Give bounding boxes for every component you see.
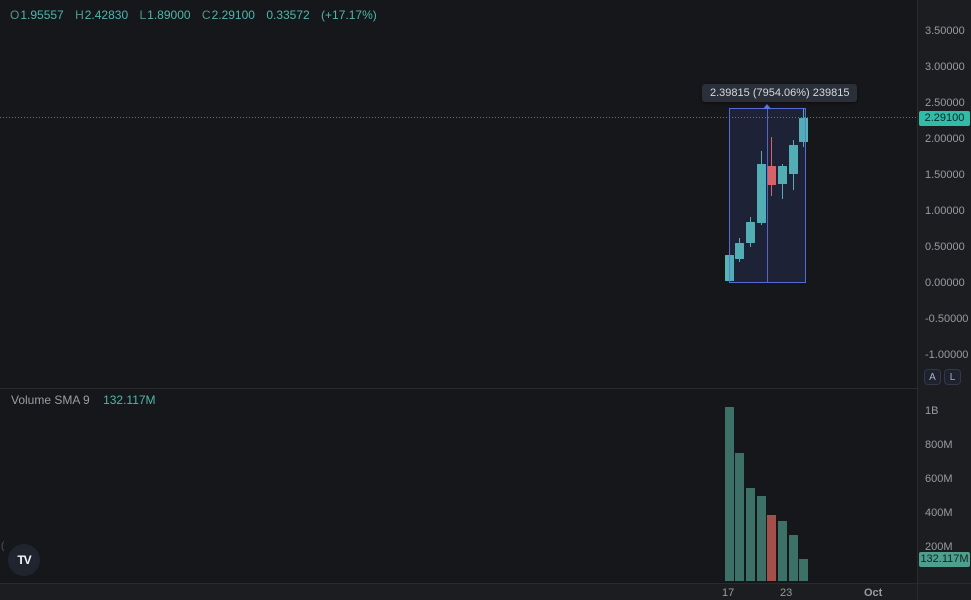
ohlc-open-value: 1.95557 <box>20 8 64 22</box>
price-pane[interactable]: O1.95557 H2.42830 L1.89000 C2.29100 0.33… <box>0 0 917 388</box>
ohlc-low-label: L <box>139 8 147 22</box>
ohlc-legend: O1.95557 H2.42830 L1.89000 C2.29100 0.33… <box>10 8 377 22</box>
volume-legend-title: Volume SMA 9 <box>11 393 90 407</box>
axis-corner-separator <box>917 584 918 600</box>
auto-scale-button[interactable]: A <box>924 369 941 385</box>
pane-divider-handle[interactable] <box>0 388 971 389</box>
time-tick-23: 23 <box>780 587 793 599</box>
volume-bars-layer <box>0 389 917 583</box>
measure-tooltip: 2.39815 (7954.06%) 239815 <box>702 84 858 102</box>
ohlc-close-label: C <box>201 8 211 22</box>
ohlc-high-value: 2.42830 <box>84 8 129 22</box>
log-scale-button[interactable]: L <box>944 369 961 385</box>
measure-arrow-up-icon <box>763 104 772 110</box>
current-price-line <box>0 117 917 119</box>
tradingview-logo[interactable]: TV <box>8 544 40 576</box>
volume-legend-value: 132.117M <box>103 393 156 407</box>
ohlc-change-percent: (+17.17%) <box>321 8 377 22</box>
measure-midline <box>767 109 769 282</box>
ohlc-low-value: 1.89000 <box>147 8 191 22</box>
measure-selection-box[interactable] <box>729 104 806 283</box>
price-axis[interactable]: 3.50000 3.00000 2.50000 2.00000 1.50000 1.000… <box>917 0 971 600</box>
last-volume-badge: 132.117M <box>919 551 970 567</box>
ohlc-open-label: O <box>10 8 20 22</box>
volume-legend: Volume SMA 9 132.117M <box>11 393 156 407</box>
time-axis[interactable]: 17 23 Oct <box>0 583 971 600</box>
time-tick-oct: Oct <box>864 587 883 599</box>
ohlc-high-label: H <box>75 8 84 22</box>
ohlc-close-value: 2.29100 <box>211 8 255 22</box>
time-tick-17: 17 <box>722 587 735 599</box>
last-price-badge: 2.29100 <box>919 111 970 127</box>
axis-mode-buttons: A L <box>924 369 961 385</box>
left-edge-glyph: ( <box>1 541 5 552</box>
ohlc-change-value: 0.33572 <box>266 8 310 22</box>
volume-pane[interactable]: Volume SMA 9 132.117M <box>0 389 917 583</box>
